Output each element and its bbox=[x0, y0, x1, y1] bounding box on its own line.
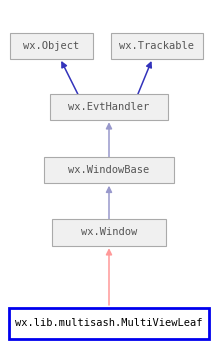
FancyBboxPatch shape bbox=[10, 33, 93, 59]
FancyBboxPatch shape bbox=[111, 33, 203, 59]
Text: wx.Window: wx.Window bbox=[81, 228, 137, 237]
Text: wx.EvtHandler: wx.EvtHandler bbox=[68, 102, 150, 111]
FancyBboxPatch shape bbox=[52, 219, 166, 246]
FancyBboxPatch shape bbox=[50, 94, 168, 119]
Text: wx.lib.multisash.MultiViewLeaf: wx.lib.multisash.MultiViewLeaf bbox=[15, 319, 203, 328]
Text: wx.Trackable: wx.Trackable bbox=[119, 41, 194, 51]
Text: wx.WindowBase: wx.WindowBase bbox=[68, 165, 150, 175]
FancyBboxPatch shape bbox=[44, 157, 174, 183]
Text: wx.Object: wx.Object bbox=[23, 41, 79, 51]
FancyBboxPatch shape bbox=[9, 308, 209, 339]
